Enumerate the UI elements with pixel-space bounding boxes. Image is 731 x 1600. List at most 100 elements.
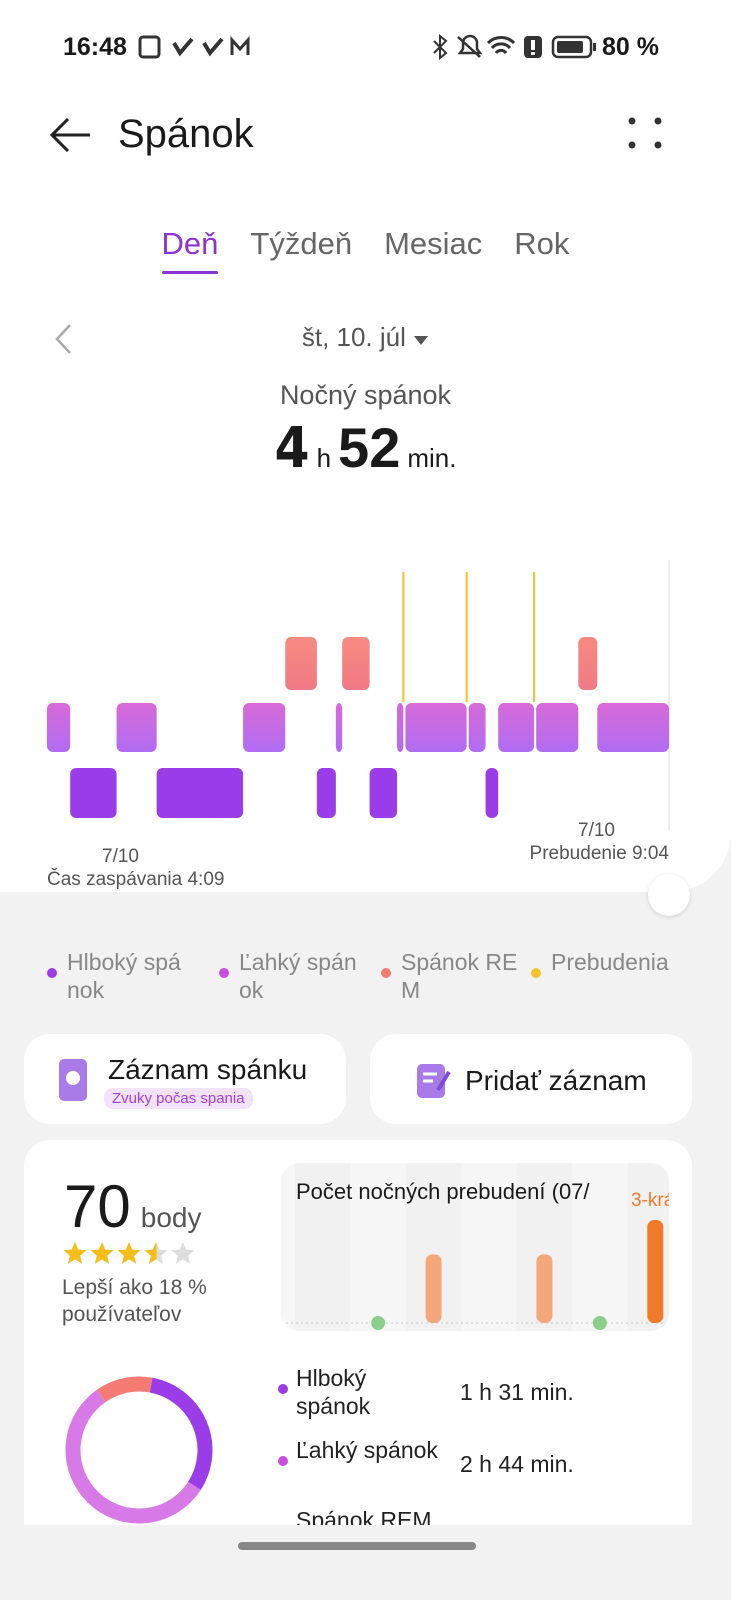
awakenings-title: Počet nočných prebudení (07/	[296, 1179, 590, 1204]
zero-dot	[371, 1316, 386, 1330]
legend-dot	[381, 968, 391, 978]
add-label: Pridať záznam	[465, 1065, 647, 1096]
sleep-segment	[468, 703, 486, 752]
bar-label: 3-krát	[631, 1190, 669, 1211]
sleep-segment	[597, 703, 669, 752]
hypnogram	[47, 560, 670, 830]
awake-segment	[465, 572, 468, 702]
star-filled	[63, 1242, 87, 1264]
awakenings-chart[interactable]: 3-krát Počet nočných prebudení (07/	[281, 1163, 669, 1331]
breakdown-dot	[278, 1384, 288, 1394]
page-title: Spánok	[118, 112, 254, 156]
legend-label: Ľahký spánok	[239, 949, 357, 1003]
start-label: Čas zaspávania 4:09	[47, 869, 225, 890]
score: 70 body	[64, 1172, 201, 1241]
nav-area	[0, 1525, 731, 1600]
sleep-segment	[485, 768, 499, 818]
legend-item: Spánok REM	[381, 948, 521, 1004]
sleep-segment	[285, 637, 317, 690]
record-badge: Zvuky počas spania	[104, 1088, 253, 1109]
breakdown-label: Ľahký spánok	[296, 1437, 438, 1463]
score-value: 70	[64, 1173, 131, 1240]
legend-item: Prebudenia	[531, 948, 671, 978]
home-indicator[interactable]	[238, 1542, 476, 1550]
awakenings-plot: 3-krát	[281, 1163, 669, 1331]
sleep-segment	[47, 703, 71, 752]
legend-dot	[47, 968, 57, 978]
sleep-segment	[536, 703, 579, 752]
tab[interactable]: Týždeň	[250, 226, 353, 261]
star-empty	[171, 1242, 195, 1264]
donut	[65, 1376, 213, 1524]
tabs: Deň Týždeň Mesiac Rok	[0, 226, 731, 274]
breakdown-label: Hlboký spánok	[296, 1365, 371, 1419]
battery-level: 80 %	[602, 33, 659, 61]
minutes-unit: min.	[407, 443, 457, 473]
breakdown-value: 1 h 31 min.	[460, 1379, 574, 1405]
legend-dot	[219, 968, 229, 978]
donut-segment	[65, 1389, 201, 1524]
sleep-segment	[498, 703, 535, 752]
sleep-segment	[335, 703, 343, 752]
end-date: 7/10	[578, 820, 615, 841]
back-button[interactable]	[48, 115, 94, 155]
sleep-segment	[369, 768, 398, 818]
breakdown-item: Hlboký spánok 1 h 31 min.	[278, 1364, 574, 1420]
status-icons-right	[433, 33, 596, 61]
tab[interactable]: Rok	[514, 226, 570, 261]
star-filled	[144, 1242, 157, 1264]
sleep-segment	[405, 703, 467, 752]
sleep-segment	[578, 637, 598, 690]
summary-duration: 4 h 52 min.	[0, 415, 731, 481]
rating	[63, 1242, 195, 1264]
breakdown-dot	[278, 1456, 288, 1466]
awake-segment	[402, 572, 405, 702]
sleep-segment	[243, 703, 286, 752]
dropdown-arrow	[414, 336, 429, 345]
legend-item: Hlboký spánok	[47, 948, 187, 1004]
add-icon	[417, 1064, 451, 1098]
awakening-bar	[647, 1220, 664, 1323]
record-icon	[59, 1059, 87, 1101]
legend-label: Hlboký spánok	[67, 949, 181, 1003]
awakening-bar	[425, 1254, 442, 1323]
prev-day[interactable]	[52, 322, 76, 356]
status-icons	[138, 35, 250, 59]
more-button[interactable]	[626, 115, 666, 155]
comparison: Lepší ako 18 % používateľov	[62, 1276, 207, 1326]
start-date: 7/10	[102, 846, 139, 867]
add-record-button[interactable]: Pridať záznam	[370, 1034, 692, 1124]
star-filled	[117, 1242, 141, 1264]
awake-segment	[533, 572, 536, 702]
legend-dot	[531, 968, 541, 978]
minutes: 52	[338, 416, 401, 479]
donut-segment	[149, 1377, 213, 1490]
date: št, 10. júl	[301, 322, 406, 352]
breakdown-item: Ľahký spánok 2 h 44 min.	[278, 1436, 574, 1477]
awakening-bar	[536, 1254, 553, 1323]
sleep-segment	[116, 703, 157, 752]
date-picker[interactable]: št, 10. júl	[0, 322, 731, 353]
tab[interactable]: Deň	[146, 226, 235, 274]
zero-dot	[592, 1316, 607, 1330]
sleep-segment	[397, 703, 404, 752]
summary-label: Nočný spánok	[279, 380, 452, 410]
clock: 16:48	[63, 33, 127, 61]
record-label: Záznam spánku	[108, 1054, 308, 1085]
column-band	[295, 1163, 351, 1331]
end-label: Prebudenie 9:04	[529, 843, 669, 864]
legend-label: Prebudenia	[551, 949, 669, 975]
sleep-record-button[interactable]: Záznam spánku Zvuky počas spania	[24, 1034, 346, 1124]
legend-label: Spánok REM	[401, 949, 518, 1003]
hours: 4	[274, 416, 310, 481]
breakdown-value: 2 h 44 min.	[460, 1451, 574, 1477]
legend-item: Ľahký spánok	[219, 948, 359, 1004]
tab[interactable]: Mesiac	[384, 226, 483, 261]
slider-handle[interactable]	[648, 874, 690, 916]
hours-unit: h	[316, 443, 332, 473]
sleep-segment	[70, 768, 117, 818]
sleep-segment	[156, 768, 244, 818]
star-filled	[90, 1242, 114, 1264]
score-unit: body	[140, 1202, 202, 1233]
